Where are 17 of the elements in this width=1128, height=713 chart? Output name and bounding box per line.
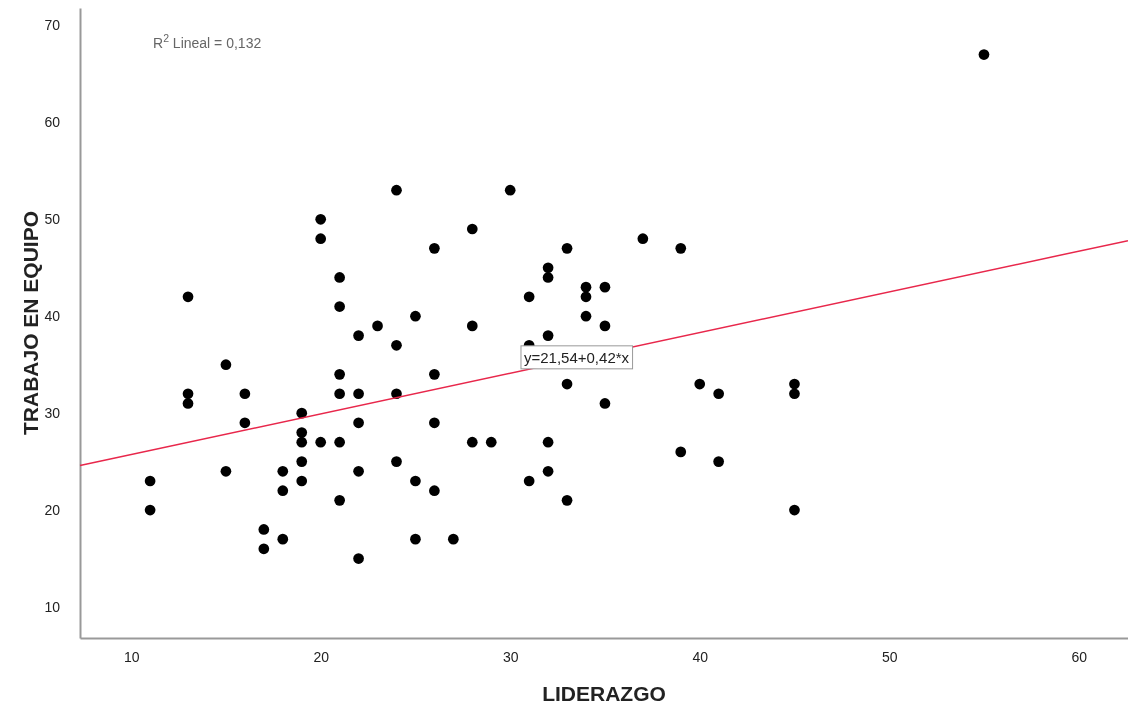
x-tick-label: 10: [123, 648, 140, 665]
y-tick-label: 30: [44, 405, 61, 422]
y-tick-label: 50: [44, 211, 61, 228]
y-tick-label: 20: [44, 502, 61, 519]
x-tick-label: 60: [1071, 648, 1088, 665]
annotation: y=21,54+0,42*x: [523, 348, 630, 366]
y-tick-label: 60: [44, 114, 61, 131]
x-axis-title: LIDERAZGO: [542, 682, 666, 705]
y-axis-title: TRABAJO EN EQUIPO: [19, 210, 42, 436]
y-tick-label: 10: [44, 598, 61, 615]
y-tick-label: 70: [44, 17, 61, 34]
y-tick-label: 40: [44, 308, 61, 325]
x-tick-label: 30: [502, 648, 519, 665]
x-tick-label: 40: [692, 648, 709, 665]
annotation: R$^{2}$ Lineal = 0,132: [153, 32, 262, 51]
x-tick-label: 50: [881, 648, 898, 665]
x-tick-label: 20: [313, 648, 330, 665]
